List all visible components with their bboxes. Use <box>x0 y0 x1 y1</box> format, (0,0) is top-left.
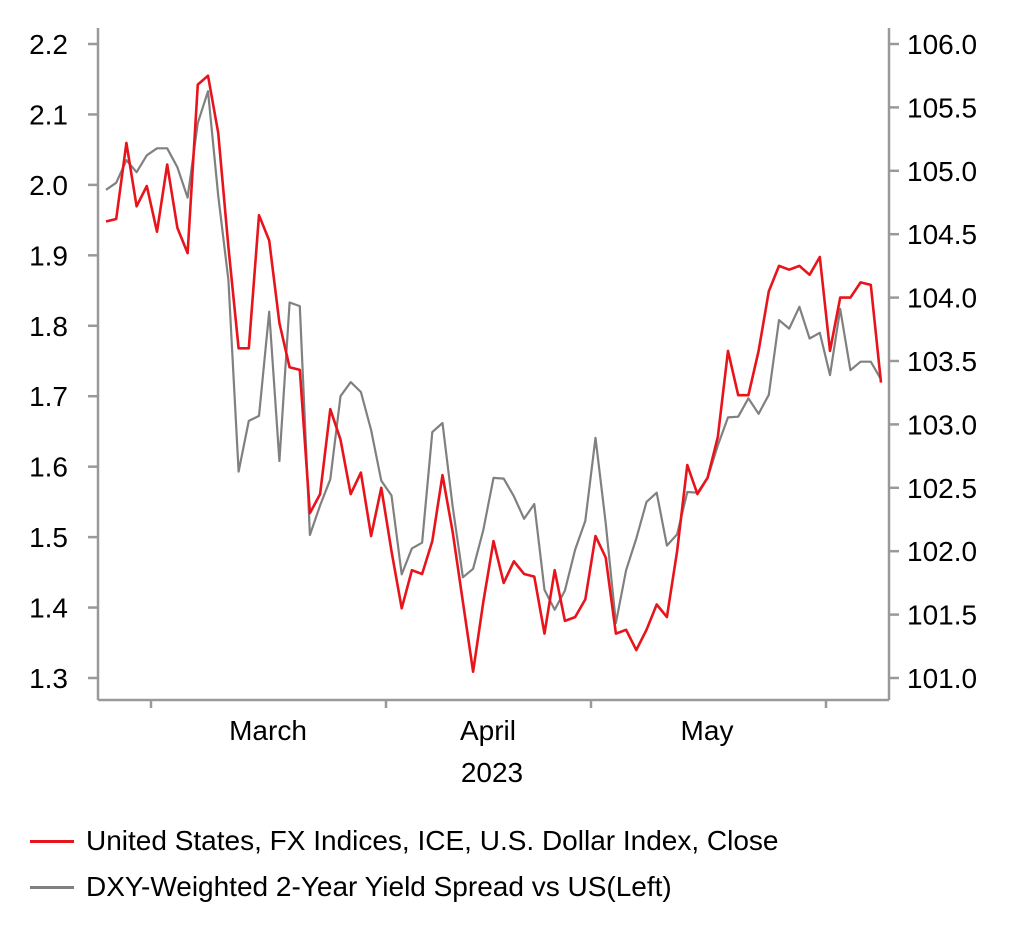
left-tick-label: 2.1 <box>29 99 68 130</box>
x-month-label: April <box>460 715 516 746</box>
chart: 1.31.41.51.61.71.81.92.02.12.2 101.0101.… <box>29 28 977 788</box>
legend-item-yield-spread: DXY-Weighted 2-Year Yield Spread vs US(L… <box>30 864 1010 910</box>
right-tick-label: 103.5 <box>907 346 977 377</box>
axes <box>96 28 891 702</box>
left-tick-label: 1.3 <box>29 663 68 694</box>
series-line-yield-spread <box>105 90 882 625</box>
right-tick-label: 101.5 <box>907 600 977 631</box>
right-tick-label: 103.0 <box>907 409 977 440</box>
x-month-label: March <box>229 715 307 746</box>
left-tick-label: 1.9 <box>29 240 68 271</box>
left-tick-label: 1.5 <box>29 522 68 553</box>
left-tick-label: 1.8 <box>29 311 68 342</box>
legend-label-dollar-index: United States, FX Indices, ICE, U.S. Dol… <box>86 825 779 856</box>
series-layer <box>105 74 883 674</box>
right-tick-label: 104.0 <box>907 283 977 314</box>
series-line-dollar-index <box>105 74 883 674</box>
left-axis-ticks: 1.3 1.4 1.5 1.6 1.7 1.8 1.9 2.0 2.1 2.2 <box>29 29 98 694</box>
right-tick-label: 105.5 <box>907 92 977 123</box>
right-tick-label: 104.5 <box>907 219 977 250</box>
legend-item-dollar-index: United States, FX Indices, ICE, U.S. Dol… <box>30 818 1010 864</box>
left-tick-label: 1.7 <box>29 381 68 412</box>
legend-label-yield-spread: DXY-Weighted 2-Year Yield Spread vs US(L… <box>86 871 672 902</box>
legend: United States, FX Indices, ICE, U.S. Dol… <box>30 818 1010 910</box>
left-tick-label: 2.2 <box>29 29 68 60</box>
left-tick-label: 1.6 <box>29 452 68 483</box>
x-axis-ticks: March April May 2023 <box>149 700 828 788</box>
right-tick-label: 102.5 <box>907 473 977 504</box>
legend-swatch-yield-spread <box>30 885 74 889</box>
left-tick-label: 1.4 <box>29 593 68 624</box>
x-year-label: 2023 <box>461 757 523 788</box>
right-tick-label: 102.0 <box>907 536 977 567</box>
right-tick-label: 101.0 <box>907 663 977 694</box>
right-tick-label: 106.0 <box>907 29 977 60</box>
x-month-label: May <box>681 715 734 746</box>
right-axis-ticks: 101.0 101.5 102.0 102.5 103.0 103.5 104.0 104.5… <box>889 29 977 694</box>
left-tick-label: 2.0 <box>29 170 68 201</box>
legend-swatch-dollar-index <box>30 839 74 843</box>
right-tick-label: 105.0 <box>907 156 977 187</box>
